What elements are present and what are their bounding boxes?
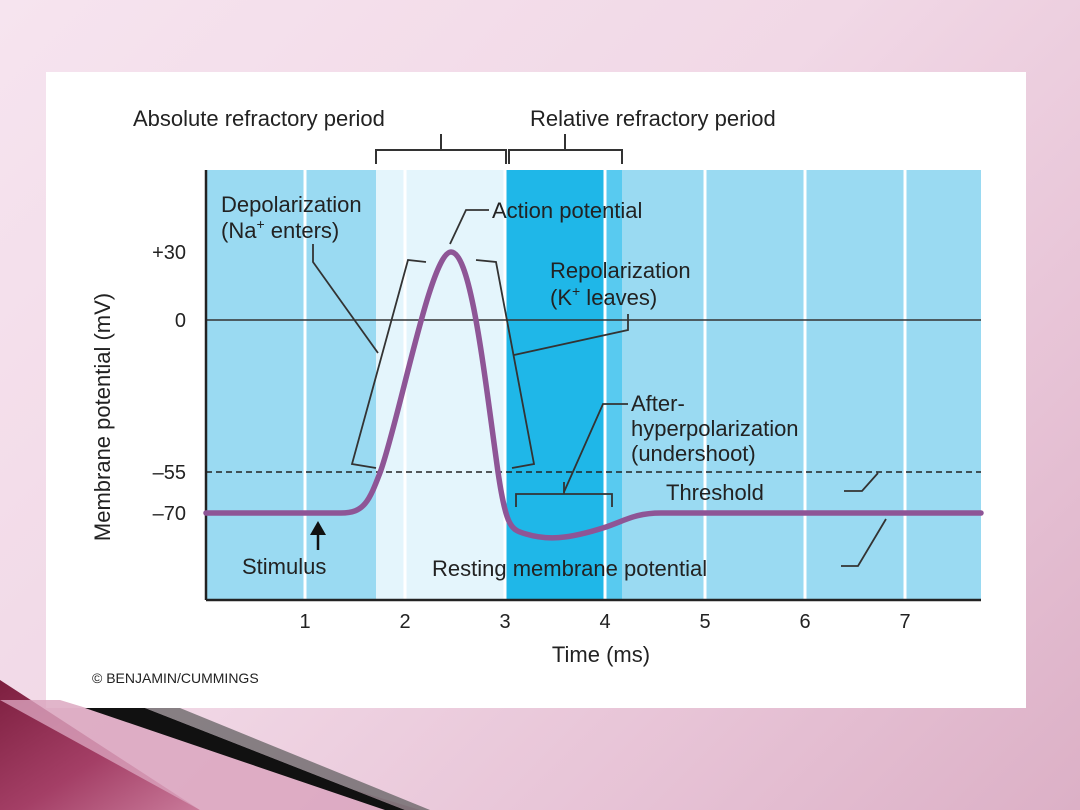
depolarization-label: Depolarization bbox=[221, 192, 362, 217]
threshold-label: Threshold bbox=[666, 480, 764, 505]
corner-pink-band bbox=[0, 700, 420, 810]
y-tick-0: 0 bbox=[175, 310, 186, 332]
corner-gray-swoosh bbox=[145, 708, 430, 810]
after-hyperpolarization-label-3: (undershoot) bbox=[631, 441, 756, 466]
corner-dark-swoosh bbox=[85, 708, 405, 810]
x-axis-label: Time (ms) bbox=[552, 642, 650, 667]
y-axis-label: Membrane potential (mV) bbox=[90, 293, 115, 541]
after-hyperpolarization-label-2: hyperpolarization bbox=[631, 416, 799, 441]
action-potential-leader bbox=[449, 209, 489, 245]
depolarization-leader bbox=[312, 244, 379, 354]
stimulus-label: Stimulus bbox=[242, 554, 326, 579]
x-tick-1: 1 bbox=[299, 611, 310, 633]
membrane-potential-curve bbox=[203, 249, 984, 541]
slide-card: Absolute refractory period Relative refr… bbox=[46, 72, 1026, 708]
after-hyperpolarization-leader bbox=[563, 403, 628, 493]
action-potential-diagram: Absolute refractory period Relative refr… bbox=[90, 106, 984, 686]
absolute-refractory-label: Absolute refractory period bbox=[133, 106, 385, 131]
repolarization-label: Repolarization bbox=[550, 258, 691, 283]
x-tick-7: 7 bbox=[899, 611, 910, 633]
repolarization-bracket bbox=[475, 259, 536, 469]
stimulus-arrow bbox=[310, 521, 326, 550]
refractory-brackets bbox=[375, 134, 623, 164]
resting-potential-label: Resting membrane potential bbox=[432, 556, 707, 581]
depolarization-detail: (Na+ enters) bbox=[221, 216, 339, 243]
repolarization-leader bbox=[513, 314, 629, 356]
annotation-leaders bbox=[312, 209, 887, 567]
x-tick-4: 4 bbox=[599, 611, 610, 633]
after-hyperpolarization-label-1: After- bbox=[631, 391, 685, 416]
copyright: © BENJAMIN/CUMMINGS bbox=[92, 670, 259, 686]
relative-refractory-label: Relative refractory period bbox=[530, 106, 776, 131]
relative-refractory-band-late bbox=[604, 170, 622, 600]
depolarization-bracket bbox=[350, 259, 427, 469]
y-tick-minus55: –55 bbox=[153, 462, 186, 484]
y-tick-plus30: +30 bbox=[152, 242, 186, 264]
y-tick-minus70: –70 bbox=[153, 503, 186, 525]
relative-refractory-band bbox=[506, 170, 604, 600]
threshold-leader bbox=[844, 472, 879, 492]
x-tick-2: 2 bbox=[399, 611, 410, 633]
x-tick-3: 3 bbox=[499, 611, 510, 633]
x-tick-5: 5 bbox=[699, 611, 710, 633]
repolarization-detail: (K+ leaves) bbox=[550, 283, 657, 310]
resting-leader bbox=[841, 518, 887, 567]
action-potential-label: Action potential bbox=[492, 198, 642, 223]
x-tick-6: 6 bbox=[799, 611, 810, 633]
